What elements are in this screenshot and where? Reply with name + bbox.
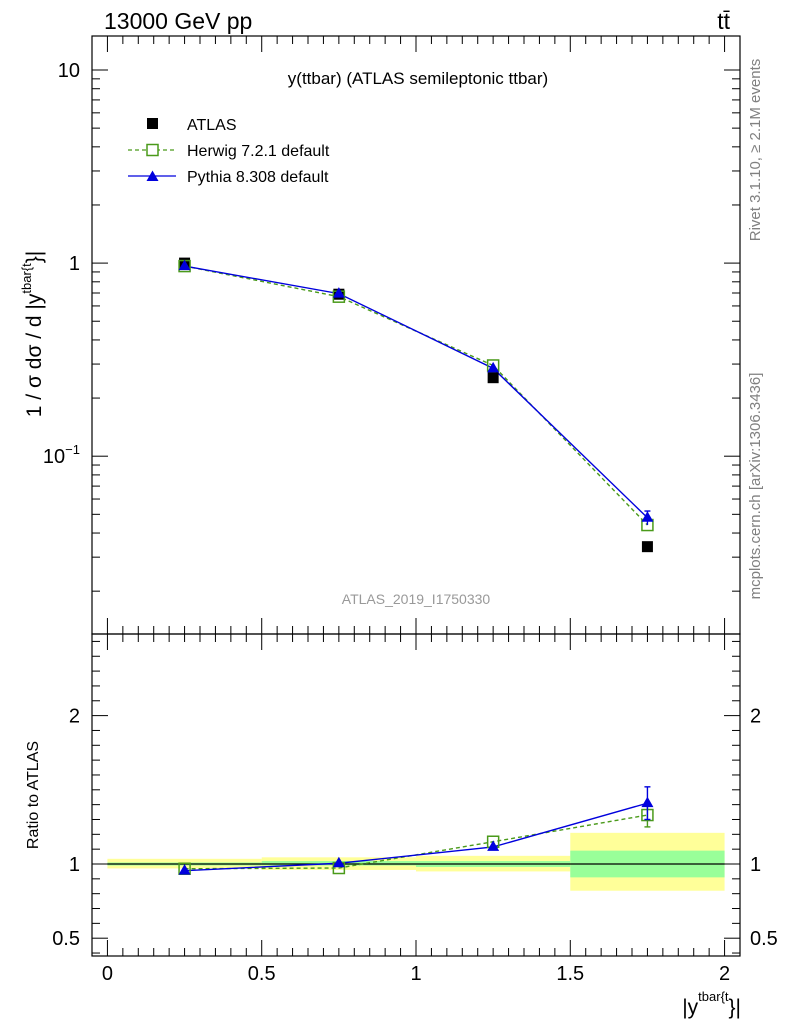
x-axis-label-close: }| [729, 996, 741, 1019]
x-axis-label-text: |y [682, 996, 698, 1019]
main-data-layer [178, 257, 654, 553]
main-axis-ticks [91, 36, 740, 634]
ratio-axis-ticks [91, 634, 740, 956]
pythia-ratio-point [487, 840, 500, 851]
ratio-ytick-label-left: 0.5 [52, 928, 80, 950]
legend-pythia-marker [146, 170, 159, 181]
legend-herwig-label: Herwig 7.2.1 default [187, 143, 330, 160]
plot-title: y(ttbar) (ATLAS semileptonic ttbar) [288, 69, 548, 88]
pythia-main-line [184, 265, 648, 519]
pythia-main-point [332, 287, 345, 298]
main-ytick-label: 10−1 [43, 442, 80, 468]
pythia-ratio-point [641, 796, 654, 808]
main-ylabel-close: }| [23, 251, 46, 263]
ratio-ylabel: Ratio to ATLAS [25, 741, 42, 849]
pythia-main-point [178, 259, 191, 271]
x-tick-label: 0 [102, 963, 113, 985]
legend-atlas-marker [147, 118, 158, 129]
rivet-label: Rivet 3.1.10, ≥ 2.1M events [747, 59, 764, 242]
x-tick-label: 2 [719, 963, 730, 985]
ratio-frame [91, 633, 741, 957]
herwig-main-line [184, 265, 648, 526]
ratio-ytick-label-left: 2 [69, 706, 80, 728]
ratio-panel: 0.5 0.5 1 1 2 2 Ratio to ATLAS [25, 633, 778, 957]
process-label: tt̄ [717, 8, 730, 34]
analysis-label: ATLAS_2019_I1750330 [342, 591, 491, 607]
x-tick-label: 1.5 [556, 963, 584, 985]
legend: ATLAS Herwig 7.2.1 default Pythia 8.308 … [128, 117, 330, 186]
x-tick-label: 1 [410, 963, 421, 985]
atlas-main-point [487, 372, 499, 384]
pythia-main-point [641, 511, 654, 522]
ratio-ytick-label-right: 2 [750, 706, 761, 728]
main-ylabel: 1 / σ dσ / d |ytbar{t}| [19, 251, 46, 417]
legend-herwig-marker [146, 143, 159, 157]
main-ytick-label: 10 [58, 60, 80, 82]
x-axis-label-sup: tbar{t [698, 989, 729, 1004]
energy-label: 13000 GeV pp [104, 8, 252, 34]
pythia-ratio-point [178, 864, 191, 875]
main-ytick-label: 1 [69, 253, 80, 275]
pythia-ratio-point [332, 856, 345, 868]
x-axis-label: |ytbar{t}| [682, 989, 741, 1019]
pythia-main-point [487, 361, 500, 373]
main-ylabel-text: 1 / σ dσ / d |y [23, 293, 46, 417]
ratio-ytick-label-right: 1 [750, 854, 761, 876]
atlas-main-point [641, 541, 653, 553]
x-axis-ticklabels: 0 0.5 1 1.5 2 [102, 963, 730, 985]
x-tick-label: 0.5 [248, 963, 276, 985]
main-axis-ticklabels: 10−1 1 10 [43, 60, 80, 468]
legend-atlas-label: ATLAS [187, 117, 237, 134]
ratio-uncertainty-bands [107, 832, 725, 891]
ratio-axis-ticklabels: 0.5 0.5 1 1 2 2 [52, 706, 778, 951]
ratio-ytick-label-right: 0.5 [750, 928, 778, 950]
mcplots-label: mcplots.cern.ch [arXiv:1306.3436] [747, 373, 764, 600]
legend-pythia-label: Pythia 8.308 default [187, 169, 329, 186]
main-panel: 10−1 1 10 y(ttbar) (ATLAS semileptonic ttb… [19, 35, 741, 635]
ratio-data-layer [178, 786, 654, 875]
ratio-ytick-label-left: 1 [69, 854, 80, 876]
pythia-ratio-line [184, 802, 648, 872]
main-ylabel-sup: tbar{t [19, 263, 34, 294]
